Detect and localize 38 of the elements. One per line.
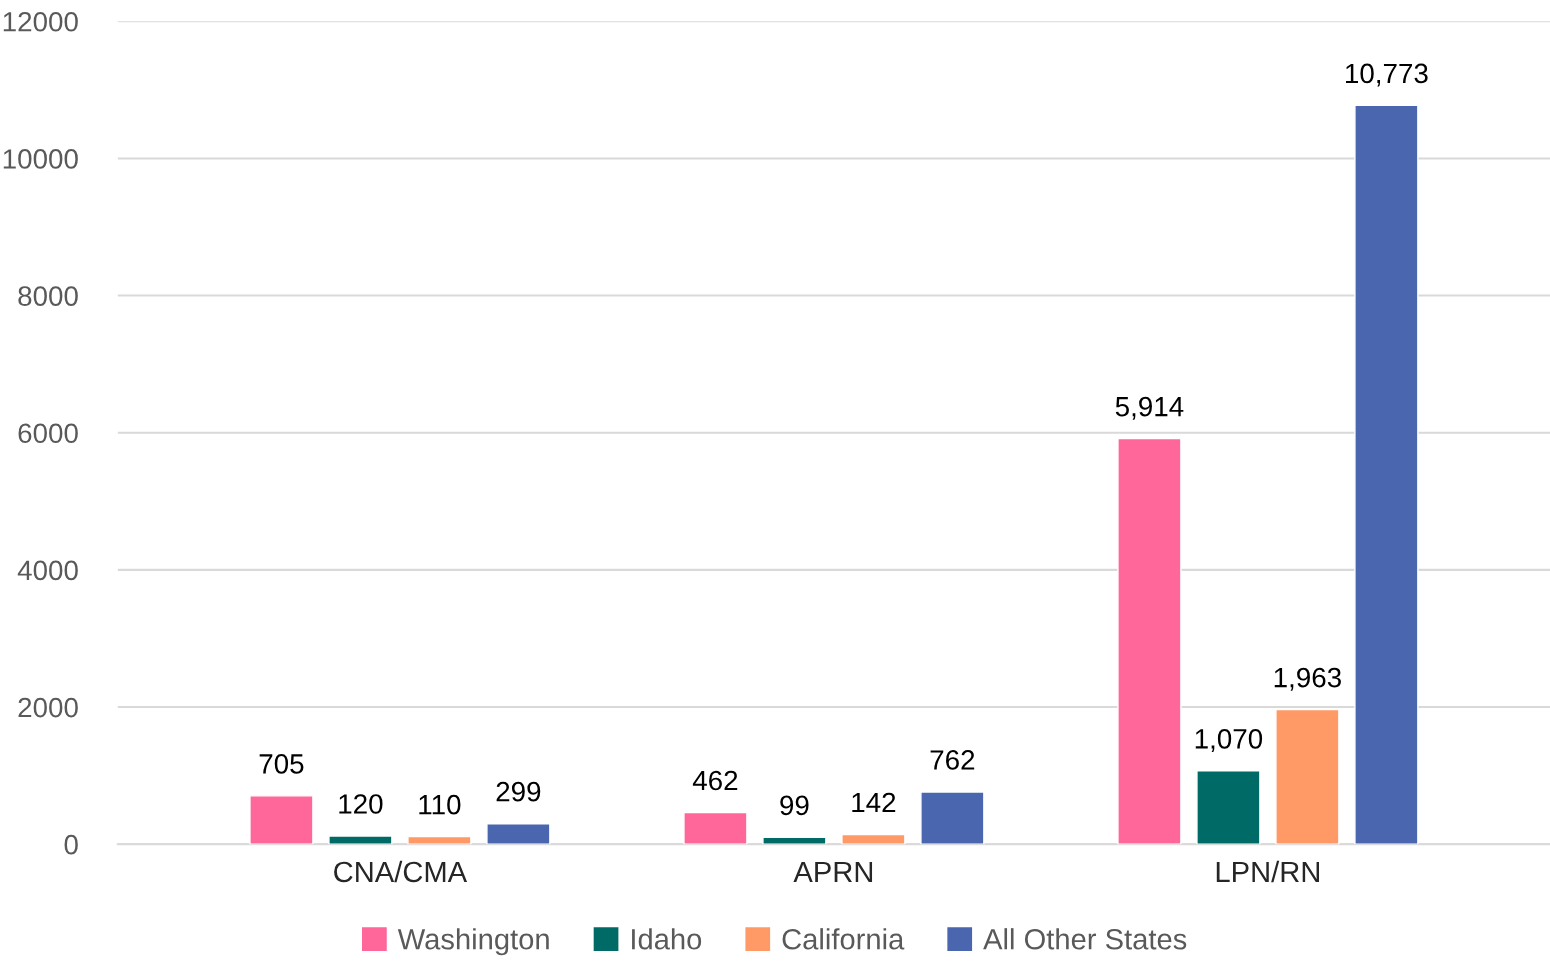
- data-label: 142: [852, 792, 896, 813]
- x-tick-label: LPN/RN: [1216, 860, 1320, 883]
- bar: [1117, 437, 1182, 845]
- bar: [762, 836, 827, 845]
- data-label: 462: [692, 770, 738, 791]
- bar: [1354, 104, 1419, 845]
- bar: [841, 833, 906, 845]
- bar: [1275, 708, 1340, 845]
- data-label: 762: [930, 750, 975, 770]
- legend-label: Idaho: [632, 928, 702, 950]
- data-label: 110: [419, 794, 461, 815]
- data-label: 10,773: [1346, 63, 1428, 87]
- bar: [920, 791, 985, 845]
- data-label: 99: [780, 795, 809, 816]
- legend-label: Washington: [397, 928, 549, 956]
- y-tick-label: 8000: [18, 286, 78, 306]
- y-tick-label: 6000: [18, 423, 78, 444]
- y-tick-label: 0: [64, 834, 78, 855]
- y-tick-label: 10000: [3, 149, 78, 169]
- bar: [1196, 770, 1261, 845]
- data-label: 1,963: [1274, 667, 1341, 691]
- data-label: 5,914: [1115, 396, 1184, 420]
- data-label: 1,070: [1195, 728, 1263, 752]
- x-tick-label: APRN: [793, 861, 873, 882]
- data-label: 705: [259, 754, 304, 774]
- bar: [249, 795, 314, 845]
- x-tick-label: CNA/CMA: [334, 860, 468, 883]
- bar: [328, 835, 393, 845]
- bar: [407, 835, 472, 845]
- legend-label: All Other States: [983, 928, 1187, 950]
- bar: [486, 822, 551, 845]
- y-tick-label: 12000: [3, 11, 78, 32]
- data-label: 299: [496, 781, 541, 802]
- legend-label: California: [782, 928, 905, 950]
- bar: [683, 811, 748, 845]
- y-tick-label: 4000: [17, 560, 78, 581]
- y-tick-label: 2000: [18, 697, 78, 718]
- data-label: 120: [339, 794, 383, 814]
